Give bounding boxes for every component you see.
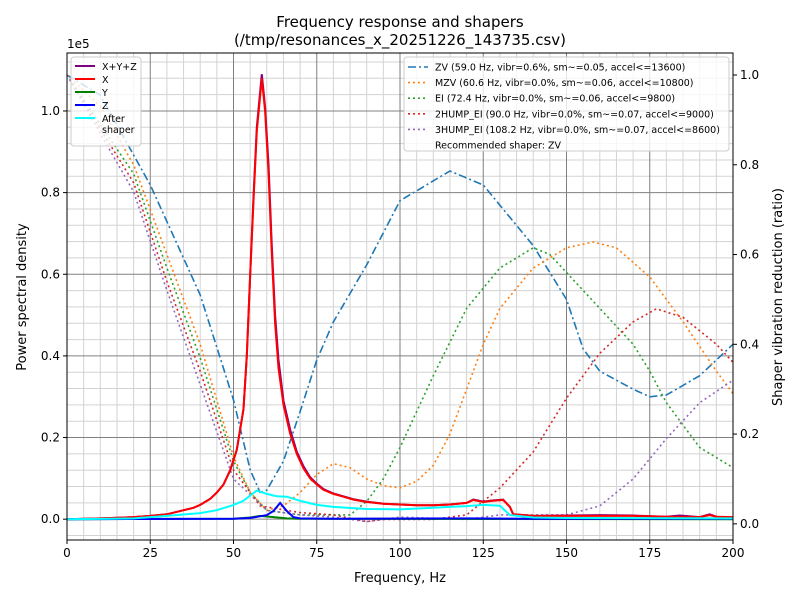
psd-curves (66, 74, 734, 521)
legend-label: Y (101, 88, 108, 99)
psd-line (66, 78, 734, 521)
x-tick-label: 175 (638, 546, 661, 560)
legend-label: 2HUMP_EI (90.0 Hz, vibr=0.0%, sm~=0.07, … (435, 109, 714, 120)
y-right-tick-label: 0.4 (740, 337, 759, 351)
x-tick-label: 25 (143, 546, 158, 560)
y-tick-label: 0.4 (41, 349, 60, 363)
grid (66, 53, 734, 540)
y-tick-label: 0.0 (41, 512, 60, 526)
legend-label: X (102, 75, 109, 86)
y-axis-right-label: Shaper vibration reduction (ratio) (771, 188, 786, 406)
axes: 0 25 50 75 100 125 150 175 200 0.0 0.2 0.4 0.6 0.8 1.0… (41, 68, 759, 560)
y-right-tick-label: 0.6 (740, 248, 759, 262)
y-right-tick-label: 0.0 (740, 517, 759, 531)
y-right-tick-label: 0.8 (740, 158, 759, 172)
shaper-line (66, 74, 734, 512)
chart-subtitle: (/tmp/resonances_x_20251226_143735.csv) (234, 31, 566, 50)
psd-line (66, 501, 733, 521)
y-tick-label: 0.8 (41, 186, 60, 200)
y-right-tick-label: 0.2 (740, 427, 759, 441)
psd-line (66, 489, 734, 521)
shaper-line (66, 74, 734, 494)
x-tick-label: 125 (472, 546, 495, 560)
legend-label: After (102, 114, 125, 125)
shaper-line (66, 74, 734, 516)
legend-label: MZV (60.6 Hz, vibr=0.0%, sm~=0.06, accel… (435, 78, 694, 89)
legend-label: ZV (59.0 Hz, vibr=0.6%, sm~=0.05, accel<… (435, 63, 685, 74)
legend-label: 3HUMP_EI (108.2 Hz, vibr=0.0%, sm~=0.07,… (435, 125, 720, 136)
x-tick-label: 75 (309, 546, 324, 560)
x-tick-label: 0 (63, 546, 71, 560)
x-tick-label: 150 (555, 546, 578, 560)
y-axis-label: Power spectral density (15, 223, 30, 371)
x-axis-label: Frequency, Hz (354, 571, 446, 586)
legend-label: X+Y+Z (102, 62, 137, 73)
x-tick-label: 100 (389, 546, 412, 560)
recommended-shaper-label: Recommended shaper: ZV (435, 141, 561, 152)
shaper-legend: ZV (59.0 Hz, vibr=0.6%, sm~=0.05, accel<… (403, 56, 730, 152)
shaper-legend-box (403, 56, 730, 152)
legend-label: EI (72.4 Hz, vibr=0.0%, sm~=0.06, accel<… (435, 94, 675, 105)
y-right-tick-label: 1.0 (740, 68, 759, 82)
y-tick-label: 1.0 (41, 104, 60, 118)
x-tick-label: 50 (226, 546, 241, 560)
legend-label: Z (102, 101, 109, 112)
y-tick-label: 0.6 (41, 267, 60, 281)
chart-title: Frequency response and shapers (276, 13, 524, 31)
y-offset-label: 1e5 (67, 37, 90, 51)
y-tick-label: 0.2 (41, 431, 60, 445)
legend-label: shaper (102, 125, 135, 136)
x-tick-label: 200 (722, 546, 745, 560)
shaper-curves (66, 74, 734, 523)
